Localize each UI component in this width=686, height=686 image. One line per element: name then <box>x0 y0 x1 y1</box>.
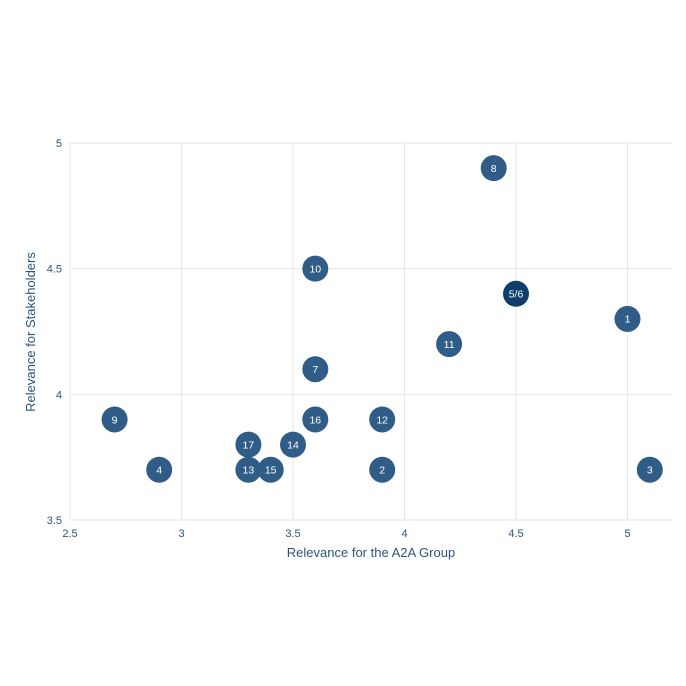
data-point-10: 10 <box>302 255 329 282</box>
x-axis-label: Relevance for the A2A Group <box>287 545 455 560</box>
data-point-marker <box>302 356 329 383</box>
data-point-12: 12 <box>369 406 396 433</box>
data-point-label: 9 <box>112 414 118 426</box>
data-point-5-6: 5/6 <box>503 280 529 307</box>
data-point-marker <box>257 456 284 483</box>
data-point-marker <box>369 456 396 483</box>
y-tick-label: 4.5 <box>47 264 62 276</box>
data-point-marker <box>503 280 529 307</box>
y-axis-label: Relevance for Stakeholders <box>23 252 38 412</box>
data-point-marker <box>146 456 173 483</box>
data-point-marker <box>436 331 463 358</box>
y-tick-label: 5 <box>56 138 62 150</box>
data-point-marker <box>302 255 329 282</box>
data-point-4: 4 <box>146 456 173 483</box>
data-point-7: 7 <box>302 356 329 383</box>
data-point-label: 11 <box>444 339 455 351</box>
data-point-label: 1 <box>625 314 631 326</box>
data-point-label: 15 <box>265 465 277 477</box>
data-point-13: 13 <box>235 456 262 483</box>
tick-labels: 2.5 3 3.5 4 4.5 5 3.5 4 4.5 5 <box>47 138 631 540</box>
data-point-label: 12 <box>376 414 388 426</box>
data-point-marker <box>636 456 663 483</box>
x-tick-label: 2.5 <box>62 528 77 540</box>
x-tick-label: 4 <box>401 528 407 540</box>
data-point-label: 7 <box>312 364 318 376</box>
data-point-marker <box>101 406 128 433</box>
data-point-11: 11 <box>436 331 463 358</box>
data-point-9: 9 <box>101 406 128 433</box>
data-point-marker <box>235 431 262 458</box>
data-point-1: 1 <box>614 305 641 332</box>
data-point-label: 16 <box>309 414 321 426</box>
data-point-15: 15 <box>257 456 284 483</box>
data-point-marker <box>280 431 306 458</box>
data-point-label: 3 <box>647 465 653 477</box>
data-point-marker <box>302 406 329 433</box>
data-point-marker <box>614 305 641 332</box>
data-point-marker <box>480 155 507 182</box>
data-point-label: 2 <box>379 465 385 477</box>
data-point-label: 4 <box>156 465 162 477</box>
data-point-label: 13 <box>243 465 255 477</box>
data-point-16: 16 <box>302 406 329 433</box>
data-point-label: 5/6 <box>509 289 524 301</box>
data-point-17: 17 <box>235 431 262 458</box>
data-point-3: 3 <box>636 456 663 483</box>
x-tick-label: 3 <box>178 528 184 540</box>
data-point-14: 14 <box>280 431 306 458</box>
data-point-marker <box>369 406 396 433</box>
x-tick-label: 4.5 <box>508 528 523 540</box>
data-point-label: 10 <box>309 263 321 275</box>
data-point-2: 2 <box>369 456 396 483</box>
x-tick-label: 5 <box>624 528 630 540</box>
x-tick-label: 3.5 <box>285 528 300 540</box>
y-tick-label: 4 <box>56 389 62 401</box>
data-point-label: 14 <box>287 439 299 451</box>
data-point-8: 8 <box>480 155 507 182</box>
data-point-marker <box>235 456 262 483</box>
data-point-label: 8 <box>491 163 497 175</box>
y-tick-label: 3.5 <box>47 515 62 527</box>
data-point-label: 17 <box>243 439 255 451</box>
